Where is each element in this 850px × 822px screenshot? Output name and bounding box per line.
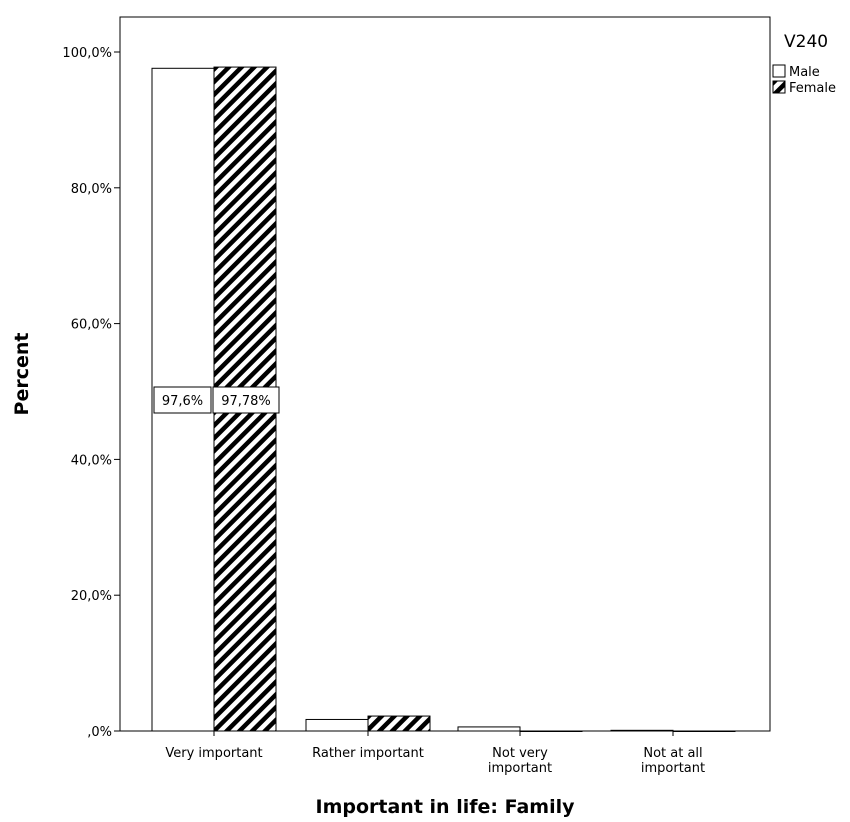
- x-tick-label: Rather important: [312, 746, 424, 761]
- y-tick-label: 40,0%: [71, 453, 112, 468]
- y-axis-title: Percent: [11, 333, 33, 416]
- data-label-box: [153, 386, 212, 414]
- x-tick-label: important: [488, 761, 552, 776]
- bar-female-2: [519, 730, 583, 732]
- legend-label-male: Male: [789, 65, 820, 80]
- bar-male-1: [305, 718, 369, 732]
- x-tick-label: important: [641, 761, 705, 776]
- bar-male-3: [610, 729, 674, 732]
- legend-title: V240: [784, 32, 828, 52]
- bar-female-3: [672, 730, 736, 732]
- bar-male-2: [457, 726, 521, 732]
- legend-label-female: Female: [789, 81, 836, 96]
- data-label: 97,78%: [221, 394, 271, 409]
- x-tick-label: Not at all: [643, 746, 702, 761]
- data-label-box: [212, 386, 280, 414]
- plot-frame: [119, 16, 771, 732]
- y-axis: ,0% 20,0% 40,0% 60,0% 80,0% 100,0%: [62, 46, 120, 740]
- x-axis-title: Important in life: Family: [316, 796, 576, 818]
- legend-swatch-female: [772, 80, 786, 94]
- data-label: 97,6%: [162, 394, 203, 409]
- bar-female-1: [367, 715, 431, 732]
- y-tick-label: 80,0%: [71, 182, 112, 197]
- x-tick-label: Not very: [492, 746, 548, 761]
- x-tick-label: Very important: [165, 746, 262, 761]
- y-tick-label: ,0%: [87, 725, 112, 740]
- data-labels: 97,6% 97,78%: [153, 386, 280, 414]
- y-tick-label: 100,0%: [62, 46, 112, 61]
- y-tick-label: 60,0%: [71, 318, 112, 333]
- legend-swatch-male: [772, 64, 786, 78]
- y-tick-label: 20,0%: [71, 589, 112, 604]
- x-axis: Very important Rather important Not veryim…: [165, 731, 705, 776]
